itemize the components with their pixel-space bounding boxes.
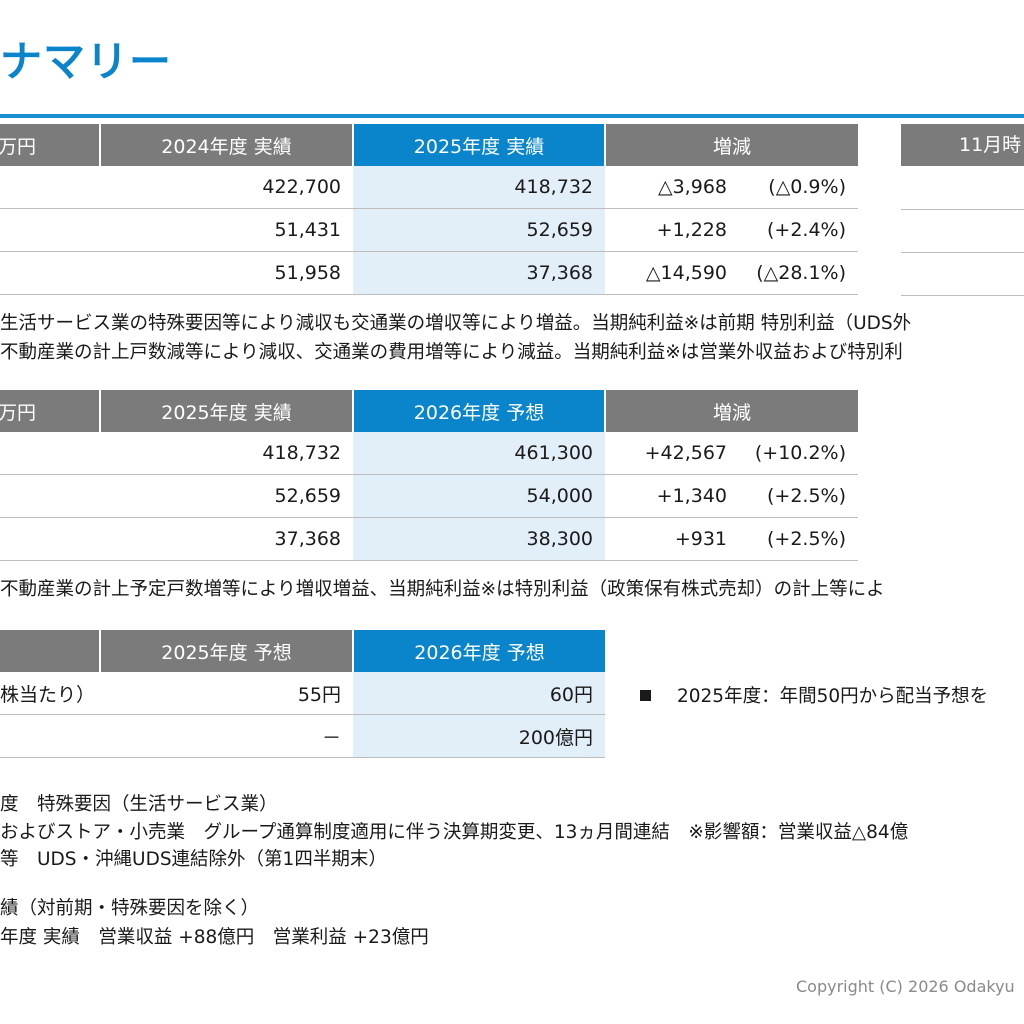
table-row: 51,958 37,368 △14,590 (△28.1%) bbox=[0, 251, 858, 295]
row-label bbox=[0, 208, 100, 252]
prev-value: － bbox=[100, 714, 353, 758]
prev-value: 51,431 bbox=[100, 208, 353, 252]
table-row: 株当たり） 55円 60円 bbox=[0, 672, 605, 715]
change-cell: +1,340 (+2.5%) bbox=[605, 474, 858, 518]
forecast-value: 54,000 bbox=[353, 474, 605, 518]
row-label bbox=[0, 432, 100, 475]
table-row: － 200億円 bbox=[0, 714, 605, 758]
table-row: 418,732 461,300 +42,567 (+10.2%) bbox=[0, 432, 858, 475]
note-line: 生活サービス業の特殊要因等により減収も交通業の増収等により増益。当期純利益※は前… bbox=[0, 313, 912, 334]
forecast-value: 200億円 bbox=[353, 714, 605, 758]
prev-value: 418,732 bbox=[100, 432, 353, 475]
footnote-line: 度 特殊要因（生活サービス業） bbox=[0, 794, 278, 815]
dividend-bullet: 2025年度：年間50円から配当予想を bbox=[640, 682, 988, 708]
table-row: 422,700 418,732 △3,968 (△0.9%) bbox=[0, 166, 858, 209]
forecast-table-2026: 万円 2025年度 実績 2026年度 予想 増減 418,732 461,30… bbox=[0, 390, 858, 561]
change-percent: (+10.2%) bbox=[754, 442, 846, 464]
results-table-2025: 万円 2024年度 実績 2025年度 実績 増減 422,700 418,73… bbox=[0, 124, 858, 295]
table-header-row: 万円 2024年度 実績 2025年度 実績 増減 bbox=[0, 124, 858, 166]
dividend-table: 2025年度 予想 2026年度 予想 株当たり） 55円 60円 － 200億… bbox=[0, 630, 605, 758]
prev-value: 55円 bbox=[100, 672, 353, 715]
change-amount: △14,590 bbox=[645, 262, 727, 284]
unit-header: 万円 bbox=[0, 124, 100, 166]
change-cell: △14,590 (△28.1%) bbox=[605, 251, 858, 295]
change-percent: (△0.9%) bbox=[768, 176, 846, 198]
table-row: 37,368 38,300 +931 (+2.5%) bbox=[0, 517, 858, 561]
label-header bbox=[0, 630, 100, 672]
prev-value: 37,368 bbox=[100, 517, 353, 561]
side-table-divider bbox=[901, 209, 1024, 210]
unit-header: 万円 bbox=[0, 390, 100, 432]
row-label bbox=[0, 474, 100, 518]
curr-year-header: 2025年度 実績 bbox=[352, 124, 605, 166]
prev-value: 52,659 bbox=[100, 474, 353, 518]
curr-value: 52,659 bbox=[353, 208, 605, 252]
note-line: 不動産業の計上予定戸数増等により増収増益、当期純利益※は特別利益（政策保有株式売… bbox=[0, 579, 885, 600]
row-label bbox=[0, 714, 100, 758]
table-row: 52,659 54,000 +1,340 (+2.5%) bbox=[0, 474, 858, 518]
change-header: 増減 bbox=[604, 124, 858, 166]
bullet-square-icon bbox=[640, 689, 651, 701]
side-table-header: 11月時 bbox=[901, 124, 1024, 166]
curr-value: 418,732 bbox=[353, 166, 605, 209]
table-row: 51,431 52,659 +1,228 (+2.4%) bbox=[0, 208, 858, 252]
table-header-row: 2025年度 予想 2026年度 予想 bbox=[0, 630, 605, 672]
prev-forecast-header: 2025年度 予想 bbox=[99, 630, 353, 672]
prev-value: 422,700 bbox=[100, 166, 353, 209]
copyright: Copyright (C) 2026 Odakyu bbox=[796, 977, 1015, 996]
table-header-row: 万円 2025年度 実績 2026年度 予想 増減 bbox=[0, 390, 858, 432]
change-percent: (△28.1%) bbox=[756, 262, 846, 284]
forecast-value: 38,300 bbox=[353, 517, 605, 561]
row-label bbox=[0, 251, 100, 295]
row-label: 株当たり） bbox=[0, 672, 100, 715]
row-label bbox=[0, 517, 100, 561]
side-table-divider bbox=[901, 252, 1024, 253]
change-amount: +42,567 bbox=[644, 442, 727, 464]
change-percent: (+2.4%) bbox=[766, 219, 846, 241]
note-line: 不動産業の計上戸数減等により減収、交通業の費用増等により減益。当期純利益※は営業… bbox=[0, 342, 903, 363]
prev-value: 51,958 bbox=[100, 251, 353, 295]
change-percent: (+2.5%) bbox=[766, 485, 846, 507]
change-amount: +931 bbox=[674, 528, 727, 550]
side-table-divider bbox=[901, 295, 1024, 296]
forecast-value: 60円 bbox=[353, 672, 605, 715]
forecast-header: 2026年度 予想 bbox=[352, 630, 605, 672]
forecast-value: 461,300 bbox=[353, 432, 605, 475]
prev-year-header: 2024年度 実績 bbox=[99, 124, 353, 166]
row-label bbox=[0, 166, 100, 209]
bullet-text: 2025年度：年間50円から配当予想を bbox=[677, 686, 989, 707]
change-cell: +931 (+2.5%) bbox=[605, 517, 858, 561]
change-cell: △3,968 (△0.9%) bbox=[605, 166, 858, 209]
change-amount: △3,968 bbox=[657, 176, 727, 198]
forecast-header: 2026年度 予想 bbox=[352, 390, 605, 432]
change-percent: (+2.5%) bbox=[766, 528, 846, 550]
change-cell: +1,228 (+2.4%) bbox=[605, 208, 858, 252]
change-amount: +1,228 bbox=[656, 219, 727, 241]
page-title: ナマリー bbox=[0, 37, 173, 86]
footnote-line: 年度 実績 営業収益 +88億円 営業利益 +23億円 bbox=[0, 927, 429, 948]
change-cell: +42,567 (+10.2%) bbox=[605, 432, 858, 475]
change-amount: +1,340 bbox=[656, 485, 727, 507]
footnote-line: 績（対前期・特殊要因を除く） bbox=[0, 898, 260, 919]
footnote-line: 等 UDS・沖縄UDS連結除外（第1四半期末） bbox=[0, 849, 387, 870]
change-header: 増減 bbox=[604, 390, 858, 432]
curr-value: 37,368 bbox=[353, 251, 605, 295]
title-rule bbox=[0, 114, 1024, 118]
prev-year-header: 2025年度 実績 bbox=[99, 390, 353, 432]
footnote-line: およびストア・小売業 グループ通算制度適用に伴う決算期変更、13ヵ月間連結 ※影… bbox=[0, 822, 909, 843]
